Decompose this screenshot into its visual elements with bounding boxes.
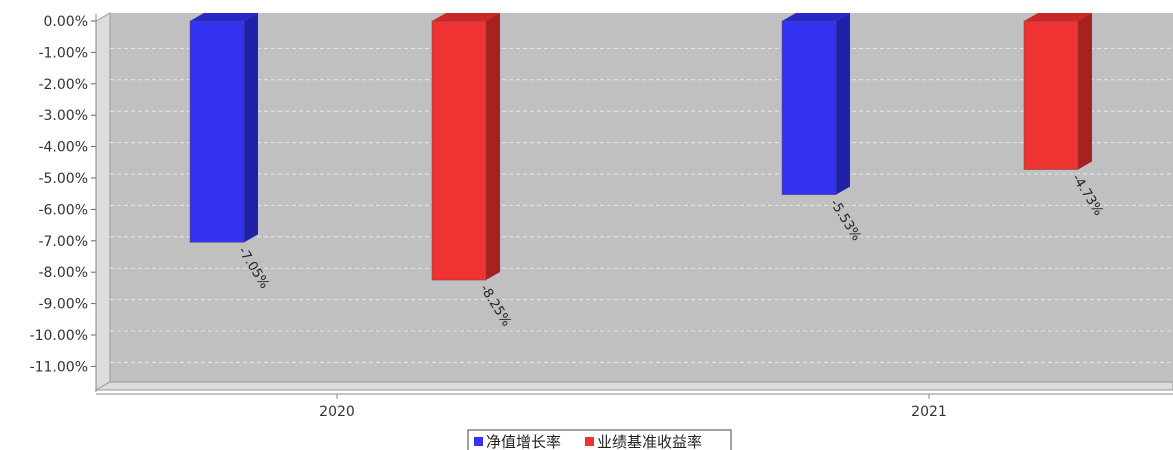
- y-tick-label: -5.00%: [38, 171, 88, 187]
- bar: [1023, 13, 1092, 170]
- bar-side-face: [836, 13, 850, 195]
- side-wall: [95, 12, 111, 391]
- legend-label: 净值增长率: [486, 433, 561, 450]
- legend-box: [467, 429, 732, 450]
- bars: [189, 13, 1092, 281]
- y-tick-label: -3.00%: [38, 108, 88, 124]
- bar-top-face: [1024, 13, 1092, 21]
- floor: [94, 381, 1173, 391]
- bar-front-face: [1023, 20, 1079, 170]
- y-tick-label: -9.00%: [38, 297, 88, 313]
- bar: [431, 13, 500, 281]
- y-tick-label: 0.00%: [44, 14, 88, 30]
- bar-front-face: [781, 20, 837, 195]
- y-tick-label: -6.00%: [38, 202, 88, 218]
- bar-top-face: [190, 13, 258, 21]
- bar-front-face: [189, 20, 245, 243]
- x-tick-label: 2020: [319, 404, 355, 420]
- y-tick-label: -8.00%: [38, 265, 88, 281]
- bar: [781, 13, 850, 195]
- y-tick-label: -10.00%: [30, 328, 88, 344]
- legend-label: 业绩基准收益率: [597, 433, 702, 450]
- y-tick-label: -1.00%: [38, 45, 88, 61]
- bar-top-face: [782, 13, 850, 21]
- y-tick-label: -2.00%: [38, 77, 88, 93]
- legend-swatch: [474, 437, 483, 446]
- x-tick-label: 2021: [911, 404, 947, 420]
- bar-front-face: [431, 20, 487, 281]
- axes: 0.00% -1.00% -2.00% -3.00% -4.00% -5.00% -6.00…: [30, 12, 1173, 420]
- bar-top-face: [432, 13, 500, 21]
- legend: 净值增长率 业绩基准收益率: [467, 429, 732, 450]
- bar-side-face: [486, 13, 500, 281]
- y-tick-label: -4.00%: [38, 140, 88, 156]
- bar-side-face: [1078, 13, 1092, 170]
- bar: [189, 13, 258, 243]
- y-tick-label: -7.00%: [38, 234, 88, 250]
- plot-background: [110, 13, 1173, 382]
- y-tick-label: -11.00%: [30, 359, 88, 375]
- legend-swatch: [585, 437, 594, 446]
- bar-side-face: [244, 13, 258, 243]
